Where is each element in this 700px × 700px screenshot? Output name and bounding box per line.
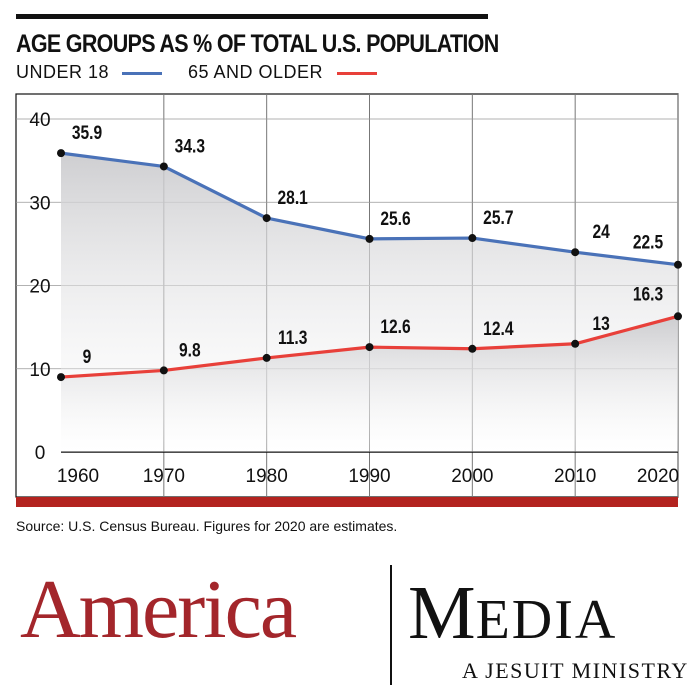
logo-tagline: A JESUIT MINISTRY [462, 658, 689, 683]
data-label-65-and-older-2000: 12.4 [483, 317, 514, 339]
bottom-bar [16, 497, 678, 507]
point-65-and-older-1960 [57, 373, 65, 382]
point-under-18-1960 [57, 149, 65, 158]
data-label-65-and-older-1960: 9 [83, 346, 92, 368]
point-65-and-older-1980 [262, 353, 271, 362]
y-tick-0: 0 [35, 443, 46, 464]
point-65-and-older-2010 [571, 339, 580, 348]
y-tick-20: 20 [29, 277, 50, 298]
series-area-1 [61, 316, 678, 452]
point-under-18-1980 [262, 214, 271, 223]
media-logo-initial: M [408, 571, 476, 655]
series-areas [61, 153, 678, 452]
logo-divider [390, 565, 392, 685]
data-label-under-18-2000: 25.7 [483, 207, 513, 229]
y-tick-40: 40 [29, 110, 50, 131]
line-chart: 35.9 34.3 28.1 25.6 25.7 24 22.5 9 9.8 11.3 12.6 12… [15, 93, 682, 507]
data-labels: 35.9 34.3 28.1 25.6 25.7 24 22.5 9 9.8 11.3 12.6 12… [72, 122, 664, 368]
legend-label-under-18: UNDER 18 [16, 62, 110, 82]
chart-title: AGE GROUPS AS % OF TOTAL U.S. POPULATION [16, 30, 499, 58]
point-under-18-2010 [571, 248, 580, 257]
legend-line-65-and-older [337, 72, 377, 75]
point-under-18-2020 [674, 260, 682, 269]
x-tick-2020: 2020 [637, 466, 679, 487]
data-label-under-18-2020: 22.5 [633, 231, 664, 253]
data-label-under-18-1990: 25.6 [380, 207, 411, 229]
point-under-18-2000 [468, 234, 477, 243]
x-tick-1980: 1980 [246, 466, 288, 487]
america-logo: America [20, 563, 297, 656]
x-tick-1960: 1960 [57, 466, 99, 487]
point-65-and-older-2020 [674, 312, 682, 321]
data-label-65-and-older-1970: 9.8 [179, 339, 201, 361]
media-logo: MEDIA [408, 575, 617, 651]
x-tick-2010: 2010 [554, 466, 596, 487]
data-label-65-and-older-1980: 11.3 [278, 326, 308, 348]
media-logo-rest: EDIA [475, 589, 618, 651]
data-label-65-and-older-2020: 16.3 [633, 283, 664, 305]
series-points [57, 149, 682, 382]
point-65-and-older-1990 [365, 343, 374, 352]
point-under-18-1970 [159, 162, 168, 171]
x-tick-1990: 1990 [348, 466, 390, 487]
source-note: Source: U.S. Census Bureau. Figures for … [16, 518, 398, 534]
point-under-18-1990 [365, 234, 374, 243]
data-label-65-and-older-2010: 13 [593, 312, 611, 334]
legend-label-65-and-older: 65 AND OLDER [188, 62, 324, 82]
data-label-under-18-2010: 24 [593, 221, 611, 243]
legend-line-under-18 [122, 72, 162, 75]
y-tick-10: 10 [29, 360, 50, 381]
data-label-under-18-1980: 28.1 [278, 187, 309, 209]
point-65-and-older-1970 [159, 366, 168, 375]
data-label-under-18-1960: 35.9 [72, 122, 103, 144]
top-rule [16, 14, 488, 19]
point-65-and-older-2000 [468, 344, 477, 353]
y-tick-30: 30 [29, 193, 50, 214]
data-label-under-18-1970: 34.3 [175, 135, 206, 157]
x-tick-labels: 1960 1970 1980 1990 2000 2010 2020 [57, 466, 679, 487]
x-tick-1970: 1970 [143, 466, 185, 487]
x-tick-2000: 2000 [451, 466, 493, 487]
y-tick-labels: 0 10 20 30 40 [29, 110, 50, 464]
data-label-65-and-older-1990: 12.6 [380, 316, 411, 338]
